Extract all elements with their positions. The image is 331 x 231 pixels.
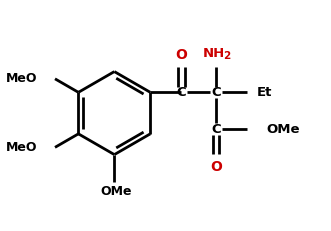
Text: C: C <box>211 122 221 136</box>
Text: OMe: OMe <box>266 122 300 136</box>
Text: MeO: MeO <box>6 72 38 85</box>
Text: C: C <box>176 86 186 99</box>
Text: O: O <box>210 160 222 174</box>
Text: NH: NH <box>203 47 225 60</box>
Text: OMe: OMe <box>101 185 132 198</box>
Text: C: C <box>211 86 221 99</box>
Text: 2: 2 <box>223 51 230 61</box>
Text: Et: Et <box>257 86 272 99</box>
Text: O: O <box>175 48 187 62</box>
Text: MeO: MeO <box>6 141 38 154</box>
